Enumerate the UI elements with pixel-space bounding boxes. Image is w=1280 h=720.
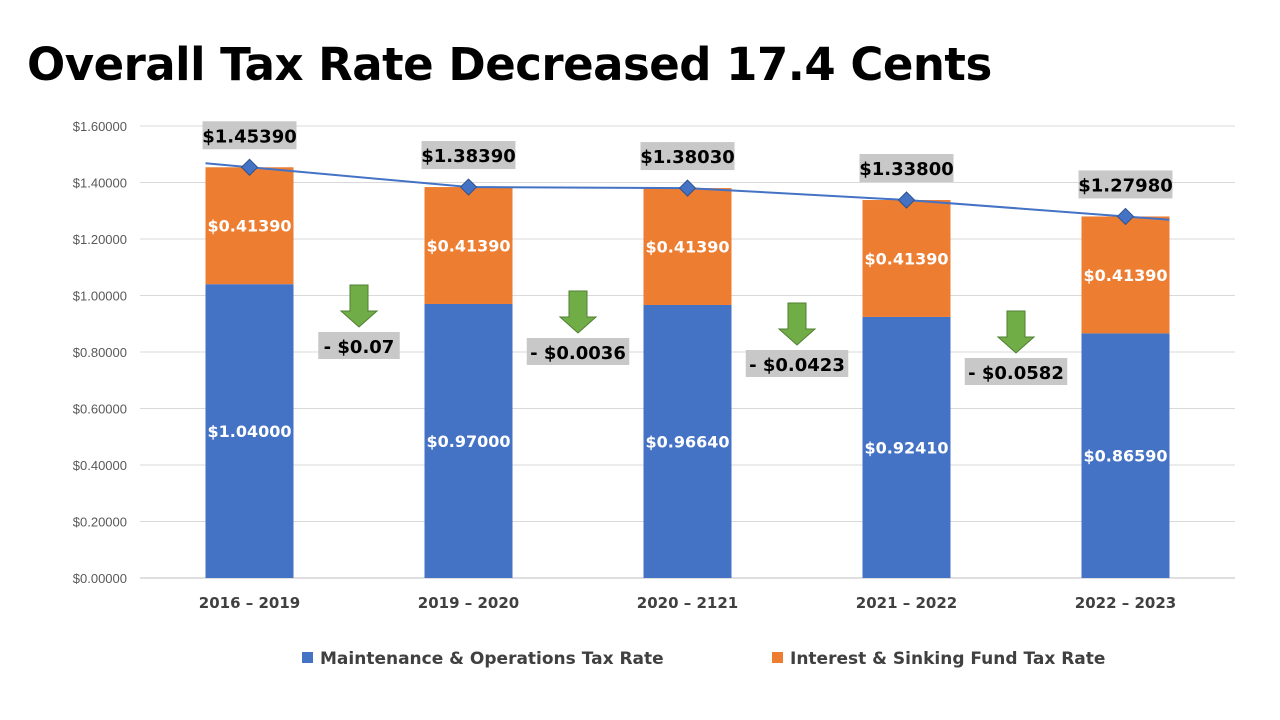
bar-value-label: $0.41390 [864,249,948,268]
bar-interest-sinking [862,200,951,317]
x-category-label: 2020 – 2121 [637,594,738,612]
bar-value-label: $0.92410 [864,438,948,457]
page-title: Overall Tax Rate Decreased 17.4 Cents [27,38,992,91]
x-category-label: 2019 – 2020 [418,594,519,612]
bar-maintenance-operations [205,284,294,578]
y-tick-label: $1.20000 [73,232,127,247]
total-value-label: $1.38030 [640,147,735,168]
bar-interest-sinking [205,167,294,285]
bar-interest-sinking [424,187,513,304]
decrease-arrow-icon [339,284,379,328]
legend-label: Maintenance & Operations Tax Rate [320,649,664,669]
y-tick-label: $0.20000 [73,515,127,530]
bar-maintenance-operations [643,304,732,578]
total-marker [1116,207,1135,226]
bar-value-label: $0.41390 [645,238,729,257]
total-label-box [859,154,954,183]
total-label-box [1078,170,1173,199]
decrease-label: - $0.07 [324,337,395,358]
total-marker [678,179,697,197]
x-category-label: 2022 – 2023 [1075,594,1176,612]
bar-maintenance-operations [424,303,513,578]
legend-label: Interest & Sinking Fund Tax Rate [790,649,1105,669]
bar-maintenance-operations [862,316,951,578]
total-label-box [421,141,516,170]
bar-value-label: $0.86590 [1083,447,1167,466]
legend-swatch [302,652,313,663]
bar-value-label: $0.41390 [1083,266,1167,285]
decrease-arrow-icon [558,290,598,334]
y-tick-label: $0.40000 [73,458,127,473]
total-value-label: $1.33800 [859,159,954,180]
decrease-label: - $0.0423 [749,355,845,376]
decrease-label-box [745,350,849,377]
y-tick-label: $0.00000 [73,571,127,586]
total-label-box [640,142,735,171]
bar-value-label: $0.97000 [426,432,510,451]
total-marker [459,178,478,196]
decrease-label: - $0.0036 [530,343,626,364]
decrease-label-box [318,332,400,359]
total-value-label: $1.38390 [421,146,516,167]
decrease-label-box [964,358,1068,385]
y-tick-label: $1.00000 [73,289,127,304]
y-tick-label: $0.80000 [73,345,127,360]
y-tick-label: $0.60000 [73,402,127,417]
decrease-label: - $0.0582 [968,363,1064,384]
total-value-label: $1.45390 [202,126,297,147]
decrease-arrow-icon [777,302,817,346]
bar-value-label: $0.41390 [207,217,291,236]
x-category-label: 2016 – 2019 [199,594,300,612]
total-value-label: $1.27980 [1078,175,1173,196]
total-marker [240,158,259,176]
total-marker [897,191,916,209]
legend-swatch [772,652,783,663]
decrease-arrow-icon [996,310,1036,354]
bar-value-label: $0.41390 [426,237,510,256]
y-tick-label: $1.40000 [73,176,127,191]
bar-value-label: $1.04000 [207,422,291,441]
bar-value-label: $0.96640 [645,432,729,451]
total-label-box [202,121,297,150]
bar-maintenance-operations [1081,333,1170,578]
y-tick-label: $1.60000 [73,119,127,134]
bar-interest-sinking [643,188,732,305]
x-category-label: 2021 – 2022 [856,594,957,612]
decrease-label-box [526,338,630,365]
bar-interest-sinking [1081,216,1170,334]
